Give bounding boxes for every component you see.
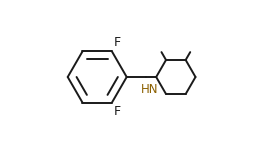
Text: F: F — [114, 105, 121, 118]
Text: HN: HN — [141, 83, 159, 96]
Text: F: F — [114, 36, 121, 49]
